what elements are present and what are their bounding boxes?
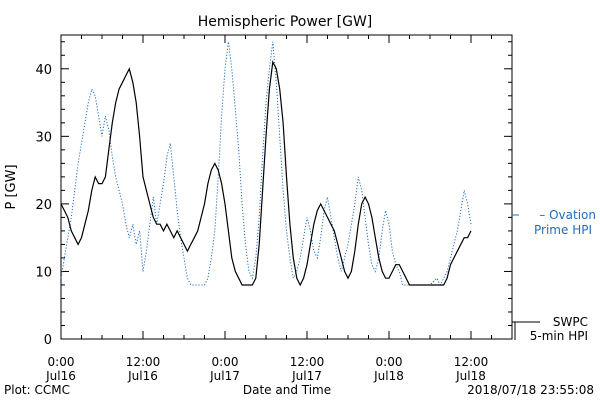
x-tick-label-date: Jul16 [127,369,158,383]
legend-swpc-line2: 5-min HPI [530,329,588,343]
legend-ovation-line2: Prime HPI [534,223,592,237]
x-tick-label-time: 12:00 [290,355,325,369]
x-tick-label-date: Jul16 [45,369,76,383]
y-tick-label-40: 40 [35,63,52,78]
x-tick-label-time: 12:00 [126,355,161,369]
x-tick-label-time: 0:00 [212,355,239,369]
x-tick-label-time: 0:00 [376,355,403,369]
x-tick-label-date: Jul17 [209,369,240,383]
footer-timestamp: 2018/07/18 23:55:08 [467,383,594,397]
series-line-swpc [60,60,472,287]
x-tick-label-date: Jul18 [455,369,486,383]
legend-ovation-line1: – Ovation [539,208,596,222]
legend-swpc-line1: SWPC [553,315,588,329]
y-axis-label: P [GW] [4,164,19,209]
x-tick-label-date: Jul17 [291,369,322,383]
x-tick-label-time: 12:00 [454,355,489,369]
x-axis-label: Date and Time [243,383,331,397]
y-tick-label-30: 30 [35,130,52,145]
chart-title: Hemispheric Power [GW] [198,14,373,30]
series-line-ovation [60,41,472,287]
plot-area-frame [60,34,513,340]
x-tick-label-time: 0:00 [48,355,75,369]
y-tick-label-20: 20 [35,198,52,213]
series-layer [60,41,472,287]
x-tick-label-date: Jul18 [373,369,404,383]
y-tick-label-0: 0 [44,333,52,348]
y-tick-label-10: 10 [35,265,52,280]
footer-plot-credit: Plot: CCMC [4,383,70,397]
y-axis: 0 10 20 30 40 [35,41,512,348]
x-axis: 0:00Jul1612:00Jul160:00Jul1712:00Jul170:… [45,35,513,383]
